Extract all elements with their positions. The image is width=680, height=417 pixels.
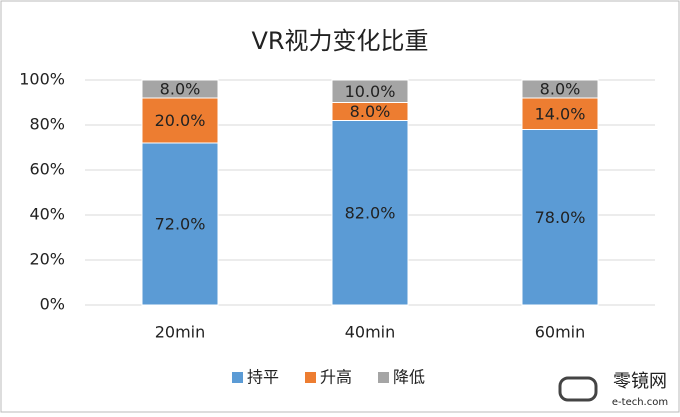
legend-swatch: [232, 372, 243, 383]
y-tick-label: 20%: [29, 250, 65, 269]
value-label: 8.0%: [540, 80, 581, 99]
value-label: 20.0%: [155, 111, 206, 130]
chart-title: VR视力变化比重: [251, 27, 428, 55]
watermark-icon: [558, 376, 598, 402]
x-tick-label: 40min: [345, 323, 396, 342]
x-tick-label: 60min: [535, 323, 586, 342]
value-label: 72.0%: [155, 215, 206, 234]
watermark-url: e-tech.com: [612, 397, 668, 408]
x-tick-label: 20min: [155, 323, 206, 342]
y-tick-label: 100%: [19, 70, 65, 89]
y-tick-label: 40%: [29, 205, 65, 224]
bar-segment: [521, 79, 599, 99]
legend-swatch: [305, 372, 316, 383]
watermark: 零镜网 e-tech.com: [558, 371, 668, 408]
bar-segment: [331, 120, 409, 306]
y-tick-label: 80%: [29, 115, 65, 134]
value-label: 8.0%: [160, 80, 201, 99]
watermark-name: 零镜网: [613, 371, 667, 392]
bar-segment: [141, 79, 219, 99]
value-label: 8.0%: [350, 102, 391, 121]
bar-segment: [521, 97, 599, 130]
legend-label: 升高: [320, 368, 352, 387]
bar-segment: [331, 79, 409, 103]
value-label: 14.0%: [535, 104, 586, 123]
y-tick-label: 0%: [40, 295, 65, 314]
legend-label: 降低: [393, 368, 425, 387]
value-label: 10.0%: [345, 82, 396, 101]
legend-label: 持平: [247, 368, 279, 387]
value-label: 82.0%: [345, 203, 396, 222]
y-tick-label: 60%: [29, 160, 65, 179]
bar-segment: [521, 129, 599, 306]
legend-swatch: [378, 372, 389, 383]
value-label: 78.0%: [535, 208, 586, 227]
